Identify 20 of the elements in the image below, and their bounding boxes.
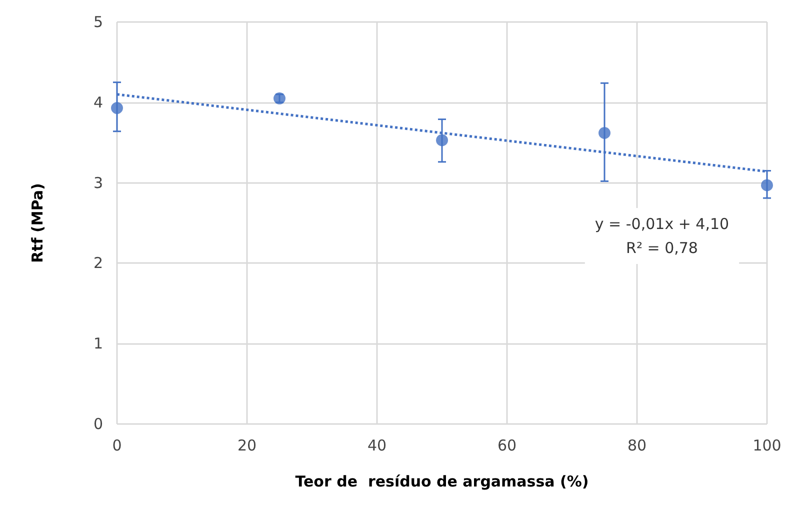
- point: [598, 126, 610, 139]
- x-tick-label: 80: [627, 436, 647, 454]
- point: [436, 134, 448, 146]
- annotation: y = -0,01x + 4,10: [594, 215, 730, 233]
- x-tick-label: 100: [752, 436, 782, 454]
- point: [761, 179, 773, 192]
- x-tick-label: 60: [497, 436, 517, 454]
- x-tick-label: 40: [367, 436, 387, 454]
- x-axis-title: Teor de resíduo de argamassa (%): [295, 472, 589, 490]
- annotation: R² = 0,78: [626, 239, 698, 257]
- point: [111, 102, 123, 114]
- x-tick-label: 20: [237, 436, 257, 454]
- y-axis-title: Rtf (MPa): [28, 183, 46, 263]
- y-tick-label: 5: [93, 13, 103, 31]
- y-tick-label: 0: [93, 415, 103, 433]
- y-tick-label: 1: [93, 334, 103, 353]
- y-tick-label: 3: [93, 174, 103, 192]
- y-tick-label: 4: [93, 93, 103, 112]
- x-tick-label: 0: [112, 436, 122, 454]
- y-tick-label: 2: [93, 254, 103, 272]
